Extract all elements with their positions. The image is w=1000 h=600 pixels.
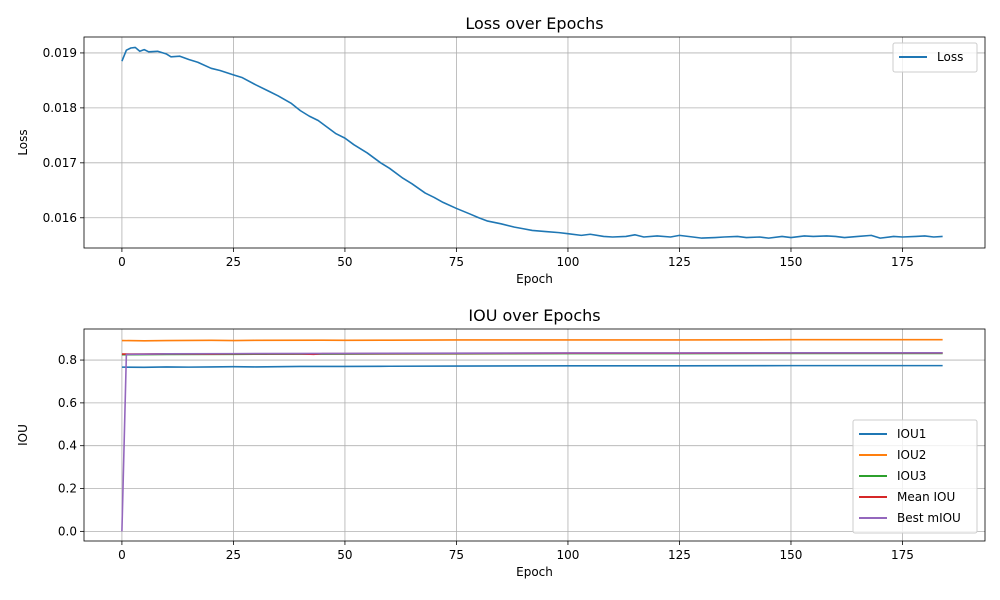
legend-label: IOU1 — [897, 427, 926, 441]
grid — [84, 329, 985, 541]
series-line-iou1 — [121, 364, 943, 369]
series-group — [121, 46, 943, 239]
x-tick-label: 175 — [891, 255, 914, 269]
x-tick-label: 50 — [337, 255, 352, 269]
x-tick-label: 150 — [780, 548, 803, 562]
x-tick-label: 125 — [668, 255, 691, 269]
x-tick-label: 150 — [780, 255, 803, 269]
loss-chart: 0 25 50 75 100 125 150 175 0.016 0.017 0.018 0.019 L… — [16, 14, 986, 286]
x-tick-label: 0 — [118, 548, 126, 562]
y-tick-label: 0.017 — [43, 156, 77, 170]
y-axis-label: IOU — [16, 424, 30, 446]
series-line-best-miou — [121, 351, 943, 532]
plot-frame — [83, 328, 986, 542]
y-tick-label: 0.018 — [43, 101, 77, 115]
y-tick-label: 0.0 — [58, 524, 77, 538]
x-axis-label: Epoch — [516, 272, 553, 286]
x-tick-label: 75 — [449, 548, 464, 562]
y-axis-label: Loss — [16, 129, 30, 155]
x-tick-label: 100 — [556, 548, 579, 562]
chart-title: Loss over Epochs — [465, 14, 603, 33]
x-axis-label: Epoch — [516, 565, 553, 579]
x-tick-label: 0 — [118, 255, 126, 269]
y-tick-label: 0.019 — [43, 46, 77, 60]
x-tick-label: 125 — [668, 548, 691, 562]
y-tick-label: 0.2 — [58, 482, 77, 496]
y-tick-label: 0.6 — [58, 396, 77, 410]
x-tick-label: 25 — [226, 548, 241, 562]
x-tick-label: 75 — [449, 255, 464, 269]
plot-frame — [83, 36, 986, 249]
series-group — [121, 338, 943, 532]
legend: Loss — [892, 42, 978, 73]
y-tick-label: 0.4 — [58, 439, 77, 453]
series-line-iou2 — [121, 338, 943, 342]
y-tick-label: 0.016 — [43, 211, 77, 225]
legend-box — [892, 42, 978, 73]
iou-chart: 0 25 50 75 100 125 150 175 0.0 0.2 0.4 0.6 0.8 IOU ov… — [16, 306, 986, 579]
grid — [84, 37, 985, 248]
chart-title: IOU over Epochs — [468, 306, 600, 325]
y-tick-label: 0.8 — [58, 353, 77, 367]
x-tick-label: 100 — [556, 255, 579, 269]
x-tick-label: 25 — [226, 255, 241, 269]
legend-label: Best mIOU — [897, 511, 961, 525]
legend: IOU1 IOU2 IOU3 Mean IOU Best mIOU — [852, 419, 978, 534]
legend-box — [852, 419, 978, 534]
x-tick-label: 175 — [891, 548, 914, 562]
legend-label: IOU2 — [897, 448, 926, 462]
legend-label: Loss — [937, 50, 963, 64]
series-line-loss — [121, 46, 943, 239]
legend-label: Mean IOU — [897, 490, 955, 504]
x-tick-label: 50 — [337, 548, 352, 562]
legend-label: IOU3 — [897, 469, 926, 483]
